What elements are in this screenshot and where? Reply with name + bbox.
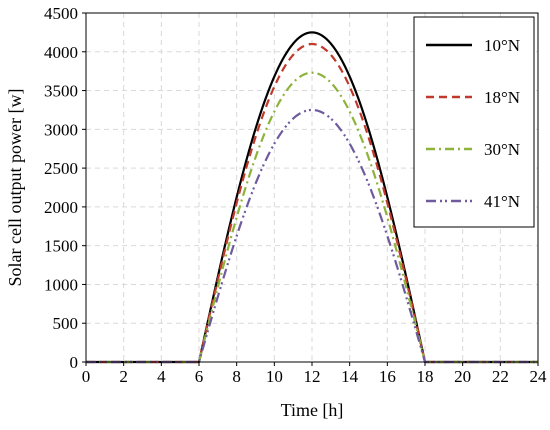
- y-tick-label: 1500: [44, 237, 78, 256]
- y-tick-label: 2000: [44, 198, 78, 217]
- y-tick-label: 3000: [44, 120, 78, 139]
- x-tick-label: 22: [492, 367, 509, 386]
- legend-label: 30°N: [484, 140, 520, 159]
- y-tick-label: 0: [70, 353, 79, 372]
- x-axis: 0 2 4 6 8 10 12 14 16 18 20 22 24: [82, 362, 547, 386]
- series-line-2: [85, 42, 539, 364]
- y-tick-label: 4000: [44, 43, 78, 62]
- x-tick-label: 8: [232, 367, 241, 386]
- y-axis-title: Solar cell output power [w]: [5, 89, 25, 287]
- y-tick-label: 4500: [44, 4, 78, 23]
- x-axis-title: Time [h]: [281, 400, 344, 420]
- x-tick-label: 14: [341, 367, 359, 386]
- x-tick-label: 16: [379, 367, 396, 386]
- x-tick-label: 10: [266, 367, 283, 386]
- y-tick-label: 2500: [44, 159, 78, 178]
- y-axis: 0 500 1000 1500 2000 2500 3000 3500 4000 4500: [44, 4, 86, 372]
- x-tick-label: 2: [119, 367, 128, 386]
- y-tick-label: 3500: [44, 82, 78, 101]
- x-tick-label: 24: [530, 367, 548, 386]
- x-tick-label: 6: [195, 367, 204, 386]
- y-tick-label: 500: [53, 314, 79, 333]
- x-tick-label: 12: [304, 367, 321, 386]
- x-tick-label: 4: [157, 367, 166, 386]
- legend-label: 10°N: [484, 36, 520, 55]
- legend: 10°N 18°N 30°N 41°N: [413, 16, 535, 228]
- x-tick-label: 20: [454, 367, 471, 386]
- y-tick-label: 1000: [44, 275, 78, 294]
- x-tick-label: 18: [417, 367, 434, 386]
- x-tick-label: 0: [82, 367, 91, 386]
- legend-label: 18°N: [484, 88, 520, 107]
- legend-box: [413, 16, 535, 228]
- legend-label: 41°N: [484, 192, 520, 211]
